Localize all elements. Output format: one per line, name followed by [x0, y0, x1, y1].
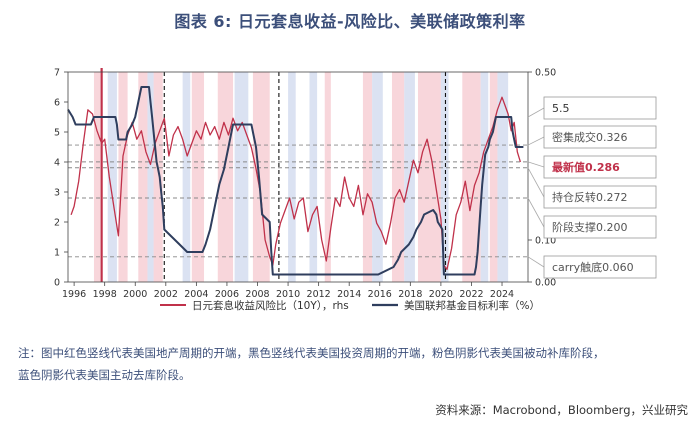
callout-connector: [527, 167, 545, 198]
x-tick-label: 2024: [490, 289, 514, 300]
blue-shade: [107, 72, 117, 282]
plot-frame: [67, 71, 529, 283]
callout-box: [543, 255, 657, 279]
x-tick-label: 2022: [459, 289, 483, 300]
pink-shade: [153, 72, 163, 282]
x-tick-label: 2014: [337, 289, 361, 300]
legend-label-carry: 日元套息收益风险比（10Y），rhs: [192, 299, 349, 312]
y-left-tick-label: 3: [54, 188, 60, 199]
pink-shade: [191, 72, 205, 282]
blue-shade: [182, 72, 191, 282]
y-left-tick-label: 4: [54, 158, 60, 169]
y-left-tick-label: 1: [54, 248, 60, 259]
reference-callout: 最新值0.286: [552, 160, 620, 174]
legend-label-fed: 美国联邦基金目标利率（%）: [404, 299, 540, 312]
callout-box: [543, 155, 657, 179]
shading-layer: [93, 72, 509, 282]
source-line: 资料来源：Macrobond，Bloomberg，兴业研究: [435, 403, 688, 417]
callout-box: [543, 185, 657, 209]
reference-lines-layer: [68, 144, 528, 258]
x-tick-label: 1996: [62, 289, 86, 300]
y-left-tick-label: 7: [54, 68, 60, 79]
pink-shade: [417, 72, 441, 282]
blue-shade: [372, 72, 383, 282]
pink-shade: [462, 72, 481, 282]
x-tick-label: 2002: [154, 289, 178, 300]
pink-shade: [489, 72, 498, 282]
blue-shade: [497, 72, 509, 282]
axes-layer: 0 1 2 3 4 5 6 7 0.50 0.10 0.00 1996 1998 2000 2002 2004…: [54, 68, 556, 301]
x-tick-label: 2020: [429, 289, 453, 300]
callout-box: [543, 215, 657, 239]
fed-latest-callout: 5.5: [552, 102, 570, 115]
pink-shade: [118, 72, 128, 282]
fed-rate-line: [67, 86, 524, 276]
pink-shade: [252, 72, 270, 282]
x-tick-label: 2016: [368, 289, 392, 300]
chart-title: 图表 6: 日元套息收益-风险比、美联储政策利率: [174, 12, 526, 31]
callout-connector: [527, 161, 545, 168]
series-layer: [67, 86, 524, 276]
y-left-tick-label: 6: [54, 98, 60, 109]
y-right-tick-label: 0.50: [535, 68, 556, 79]
blue-shade: [309, 72, 318, 282]
callout-box: [543, 125, 657, 149]
x-tick-label: 2004: [184, 289, 208, 300]
x-tick-label: 2008: [245, 289, 269, 300]
callout-connector: [527, 136, 545, 146]
x-tick-label: 1998: [93, 289, 117, 300]
reference-callout: 密集成交0.326: [552, 130, 628, 144]
pink-shade: [324, 72, 331, 282]
callout-connector: [527, 107, 545, 118]
x-tick-label: 2018: [398, 289, 422, 300]
blue-shade: [288, 72, 296, 282]
cycle-lines-layer: [100, 68, 447, 282]
y-right-tick-label: 0.10: [535, 236, 556, 247]
pink-shade: [391, 72, 405, 282]
callout-connector: [527, 256, 545, 268]
y-left-tick-label: 0: [54, 278, 60, 289]
y-right-tick-label: 0.00: [535, 278, 556, 289]
x-tick-label: 2012: [307, 289, 331, 300]
callout-connector: [527, 197, 545, 228]
x-tick-label: 2010: [276, 289, 300, 300]
footnote-line-1: 注：图中红色竖线代表美国地产周期的开端，黑色竖线代表美国投资周期的开端，粉色阴影…: [18, 346, 605, 360]
x-tick-label: 2000: [123, 289, 147, 300]
reference-callout: 持仓反转0.272: [552, 190, 628, 204]
pink-shade: [217, 72, 234, 282]
carry-ratio-line: [70, 96, 522, 271]
blue-shade: [234, 72, 249, 282]
footnote-line-2: 蓝色阴影代表美国主动去库阶段。: [18, 368, 191, 382]
reference-callout: carry触底0.060: [552, 260, 634, 274]
blue-shade: [440, 72, 449, 282]
callout-box: [543, 96, 657, 120]
y-left-tick-label: 5: [54, 128, 60, 139]
legend: 日元套息收益风险比（10Y），rhs 美国联邦基金目标利率（%）: [160, 299, 540, 312]
y-left-tick-label: 2: [54, 218, 60, 229]
x-tick-label: 2006: [215, 289, 239, 300]
pink-shade: [362, 72, 373, 282]
pink-shade: [93, 72, 101, 282]
blue-shade: [147, 72, 154, 282]
blue-shade: [480, 72, 489, 282]
reference-callout: 阶段支撑0.200: [552, 220, 628, 234]
pink-shade: [138, 72, 148, 282]
callouts-layer: 5.5 密集成交0.326 最新值0.286 持仓反转0.272 阶段支撑0.200 ca…: [527, 96, 657, 279]
